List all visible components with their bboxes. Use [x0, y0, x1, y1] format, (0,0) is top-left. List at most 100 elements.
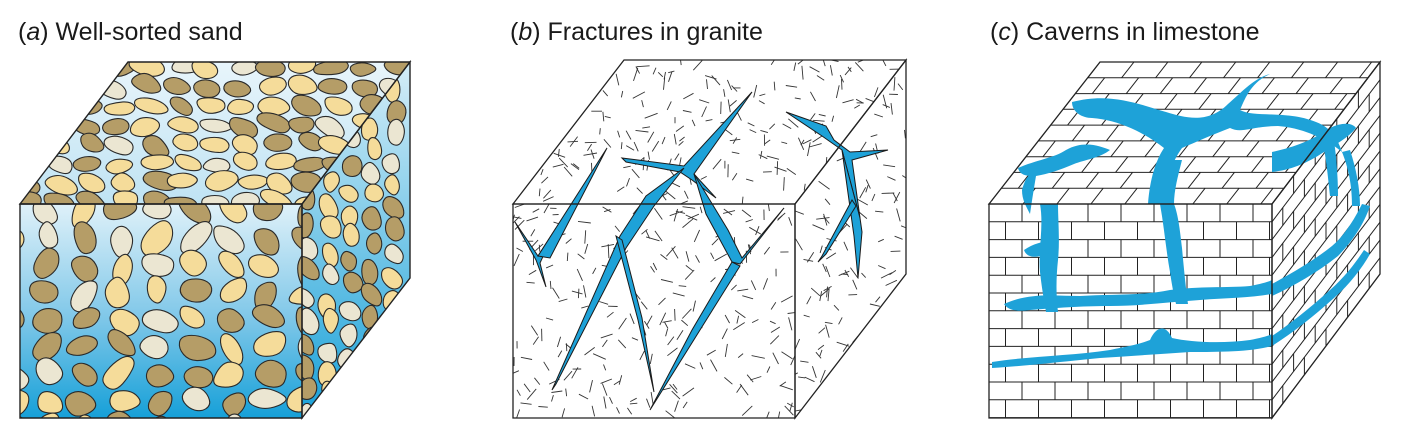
granite-crystal-mark	[607, 244, 610, 259]
sand-grain	[317, 77, 348, 95]
sand-grain	[218, 204, 248, 224]
granite-crystal-mark	[618, 317, 627, 330]
cavern-top-main	[1072, 74, 1342, 204]
granite-crystal-mark	[741, 196, 744, 204]
granite-crystal-mark	[644, 112, 658, 119]
granite-crystal-mark	[629, 397, 637, 402]
sand-grain	[167, 116, 199, 134]
granite-crystal-mark	[726, 79, 733, 91]
sand-grain	[254, 359, 287, 388]
granite-crystal-mark	[673, 208, 679, 222]
fracture-long-right	[649, 261, 741, 411]
sand-grain	[287, 74, 318, 96]
sand-grain	[166, 172, 198, 189]
granite-crystal-mark	[682, 387, 695, 397]
granite-crystal-mark	[699, 206, 703, 214]
cavern-front-mid-left	[1024, 241, 1058, 257]
granite-crystal-mark	[759, 150, 763, 159]
sand-grain	[247, 254, 279, 278]
sand-grain	[226, 98, 255, 115]
granite-crystal-mark	[822, 263, 827, 273]
granite-crystal-mark	[567, 140, 579, 143]
granite-crystal-mark	[773, 81, 776, 91]
granite-crystal-mark	[824, 321, 833, 325]
sand-grain	[104, 276, 130, 309]
sand-grain	[178, 204, 212, 225]
granite-crystal-mark	[654, 207, 663, 220]
granite-crystal-mark	[528, 269, 537, 275]
granite-crystal-mark	[880, 272, 893, 279]
caption-b-letter: b	[518, 18, 533, 46]
cavern-side-middle	[1272, 204, 1370, 296]
granite-crystal-mark	[731, 173, 738, 181]
sand-grain	[32, 204, 58, 226]
granite-crystal-mark	[900, 225, 906, 229]
granite-crystal-mark	[818, 327, 826, 334]
sand-grain	[80, 132, 105, 153]
sand-grain	[35, 357, 64, 386]
granite-crystal-mark	[810, 91, 816, 102]
granite-crystal-mark	[633, 67, 639, 82]
granite-crystal-mark	[745, 219, 753, 223]
granite-crystal-mark	[530, 229, 536, 237]
granite-crystal-mark	[662, 387, 671, 391]
granite-crystal-mark	[642, 126, 651, 129]
granite-crystal-mark	[875, 210, 884, 213]
granite-crystal-mark	[746, 374, 754, 383]
sand-grain	[302, 377, 318, 400]
sand-grain	[387, 118, 405, 146]
granite-crystal-mark	[745, 178, 754, 182]
granite-crystal-mark	[540, 169, 544, 176]
fracture-side-thin	[817, 199, 857, 263]
granite-crystal-mark	[825, 324, 830, 338]
granite-crystal-mark	[769, 335, 780, 345]
granite-crystal-mark	[645, 230, 651, 239]
granite-crystal-mark	[706, 79, 708, 90]
sand-grain	[70, 255, 99, 283]
sand-grain	[384, 216, 405, 242]
granite-crystal-mark	[627, 407, 633, 415]
granite-crystal-mark	[896, 208, 901, 222]
granite-crystal-mark	[679, 136, 685, 142]
granite-crystal-mark	[770, 326, 781, 333]
granite-crystal-mark	[625, 145, 635, 151]
granite-crystal-mark	[666, 245, 676, 257]
sand-grain	[259, 188, 294, 204]
granite-crystal-mark	[842, 99, 854, 104]
granite-crystal-mark	[730, 284, 737, 291]
granite-crystal-mark	[865, 185, 869, 193]
granite-crystal-mark	[682, 110, 692, 113]
sand-grain	[302, 354, 315, 381]
sand-grain	[37, 391, 64, 414]
granite-crystal-mark	[751, 319, 759, 324]
granite-crystal-mark	[779, 384, 793, 391]
granite-crystal-mark	[714, 253, 728, 262]
granite-crystal-mark	[692, 300, 696, 312]
granite-crystal-mark	[600, 333, 613, 339]
granite-crystal-mark	[699, 362, 704, 370]
sand-grain	[29, 280, 59, 304]
sand-grain	[218, 250, 245, 278]
panel-well-sorted-sand: (a) Well-sorted sand	[0, 0, 440, 438]
sand-grain	[145, 364, 175, 388]
granite-crystal-mark	[783, 177, 785, 191]
sand-grain	[380, 267, 404, 290]
granite-crystal-mark	[819, 349, 823, 357]
sand-grain	[169, 96, 193, 117]
sand-grain	[183, 366, 214, 389]
sand-grain	[381, 153, 401, 175]
granite-crystal-mark	[781, 141, 788, 145]
granite-crystal-mark	[723, 208, 733, 216]
cavern-top-chimney	[1156, 160, 1182, 204]
granite-crystal-mark	[538, 406, 548, 408]
granite-crystal-mark	[861, 272, 867, 278]
granite-crystal-mark	[833, 304, 840, 311]
granite-crystal-mark	[661, 136, 666, 145]
granite-crystal-mark	[684, 363, 696, 369]
granite-crystal-mark	[526, 388, 537, 400]
granite-crystal-mark	[576, 268, 583, 281]
granite-crystal-mark	[682, 218, 694, 228]
granite-crystal-mark	[583, 152, 598, 156]
granite-crystal-mark	[678, 140, 684, 146]
granite-crystal-mark	[816, 217, 830, 220]
